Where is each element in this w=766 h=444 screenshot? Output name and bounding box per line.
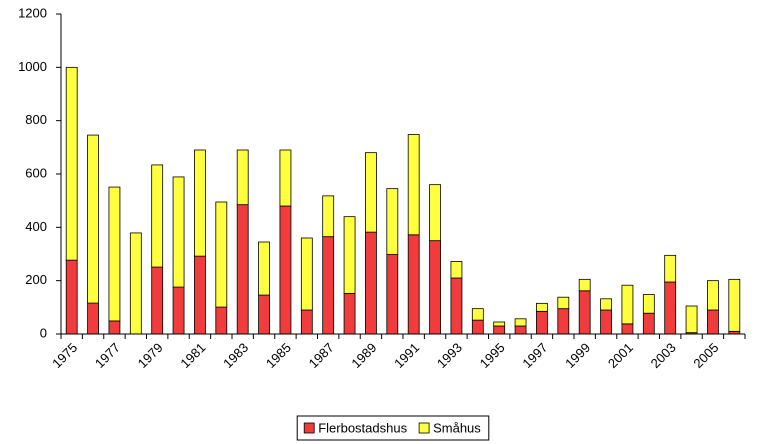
bar-segment	[365, 231, 377, 335]
bar-segment	[343, 216, 356, 294]
bar-segment	[87, 302, 99, 335]
bar-segment	[642, 294, 655, 314]
x-tick-label: 1979	[135, 340, 166, 371]
bar-segment	[215, 306, 228, 335]
x-tick-label: 1993	[434, 340, 465, 371]
bar-segment	[407, 234, 420, 335]
y-tick-label: 200	[25, 272, 47, 287]
y-tick-label: 1000	[18, 59, 47, 74]
x-tick-label: 1987	[306, 340, 337, 371]
x-tick-label: 1977	[92, 340, 123, 371]
x-tick-label: 2001	[605, 340, 636, 371]
bar-segment	[664, 254, 677, 283]
y-tick-label: 800	[25, 112, 47, 127]
legend-swatch	[303, 422, 315, 434]
bar-segment	[300, 237, 313, 311]
x-tick-label: 1983	[220, 340, 251, 371]
bar-segment	[429, 184, 441, 242]
bar-segment	[108, 186, 121, 322]
bar-segment	[129, 232, 142, 335]
bar-segment	[65, 259, 78, 335]
bar-segment	[429, 240, 441, 335]
bar-segment	[578, 290, 591, 335]
bar-segment	[621, 284, 634, 325]
bar-segment	[386, 188, 399, 255]
x-tick-label: 2003	[648, 340, 679, 371]
bar-segment	[450, 261, 463, 279]
bar-segment	[236, 149, 249, 206]
bar-segment	[87, 134, 99, 304]
bar-segment	[664, 281, 677, 335]
bar-segment	[172, 286, 185, 335]
x-tick-label: 1989	[348, 340, 379, 371]
bar-segment	[685, 305, 698, 334]
bar-segment	[322, 236, 335, 335]
bar-segment	[151, 164, 164, 268]
bar-segment	[557, 308, 570, 335]
bar-segment	[386, 254, 399, 335]
y-tick-label: 0	[40, 325, 47, 340]
bar-segment	[493, 325, 506, 335]
legend-label: Småhus	[433, 420, 481, 435]
bar-segment	[279, 205, 292, 335]
x-tick-label: 2005	[690, 340, 721, 371]
bar-segment	[279, 149, 292, 207]
bar-segment	[194, 149, 206, 257]
y-tick-label: 1200	[18, 5, 47, 20]
y-tick-label: 400	[25, 219, 47, 234]
bar-segment	[578, 278, 591, 292]
bar-segment	[600, 298, 612, 311]
bar-segment	[471, 308, 484, 321]
bar-segment	[707, 309, 719, 335]
legend-box	[296, 415, 490, 441]
bar-segment	[194, 255, 206, 335]
bar-segment	[108, 320, 121, 335]
legend-swatch	[418, 422, 430, 434]
bar-segment	[707, 280, 719, 311]
bar-segment	[536, 310, 548, 335]
bar-segment	[65, 66, 78, 261]
bar-segment	[471, 319, 484, 335]
bar-segment	[236, 204, 249, 335]
bar-segment	[258, 294, 270, 335]
legend: Flerbostadshus Småhus	[296, 415, 490, 441]
bar-segment	[536, 302, 548, 312]
y-tick-label: 600	[25, 165, 47, 180]
bar-segment	[407, 134, 420, 236]
legend-label: Flerbostadshus	[318, 420, 407, 435]
bar-segment	[172, 176, 185, 288]
x-tick-label: 1975	[49, 340, 80, 371]
bar-segment	[600, 309, 612, 335]
x-tick-label: 1997	[519, 340, 550, 371]
bar-segment	[728, 278, 741, 332]
x-tick-label: 1981	[177, 340, 208, 371]
bar-segment	[300, 309, 313, 335]
bar-segment	[258, 241, 270, 296]
bar-segment	[151, 266, 164, 335]
bar-segment	[215, 201, 228, 308]
x-tick-label: 1999	[562, 340, 593, 371]
bar-segment	[514, 318, 527, 327]
bar-segment	[493, 321, 506, 327]
bar-segment	[365, 152, 377, 233]
x-tick-label: 1991	[391, 340, 422, 371]
bar-segment	[514, 325, 527, 335]
bar-segment	[343, 293, 356, 335]
x-tick-label: 1985	[263, 340, 294, 371]
x-tick-label: 1995	[477, 340, 508, 371]
bar-segment	[621, 323, 634, 335]
bar-segment	[450, 277, 463, 335]
bar-segment	[642, 312, 655, 335]
bar-segment	[322, 195, 335, 238]
bar-segment	[557, 296, 570, 310]
